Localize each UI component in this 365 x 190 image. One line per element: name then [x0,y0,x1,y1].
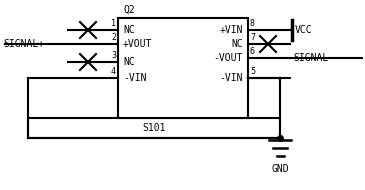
Text: 3: 3 [111,51,116,60]
Text: 2: 2 [111,33,116,42]
Bar [118,18,248,118]
Text: +VIN: +VIN [219,25,243,35]
Text: S101: S101 [142,123,166,133]
Text: SIGNAL-: SIGNAL- [293,53,334,63]
Text: -VOUT: -VOUT [214,53,243,63]
Text: NC: NC [123,25,135,35]
Text: SIGNAL+: SIGNAL+ [3,39,44,49]
Text: 5: 5 [250,67,255,76]
Text: NC: NC [123,57,135,67]
Text: GND: GND [271,164,289,174]
Text: Q2: Q2 [123,5,135,15]
Text: VCC: VCC [295,25,313,35]
Bar [28,118,280,138]
Text: 7: 7 [250,33,255,42]
Text: 4: 4 [111,67,116,76]
Text: 1: 1 [111,19,116,28]
Text: -VIN: -VIN [219,73,243,83]
Text: 6: 6 [250,47,255,56]
Text: -VIN: -VIN [123,73,146,83]
Text: 8: 8 [250,19,255,28]
Text: +VOUT: +VOUT [123,39,152,49]
Text: NC: NC [231,39,243,49]
